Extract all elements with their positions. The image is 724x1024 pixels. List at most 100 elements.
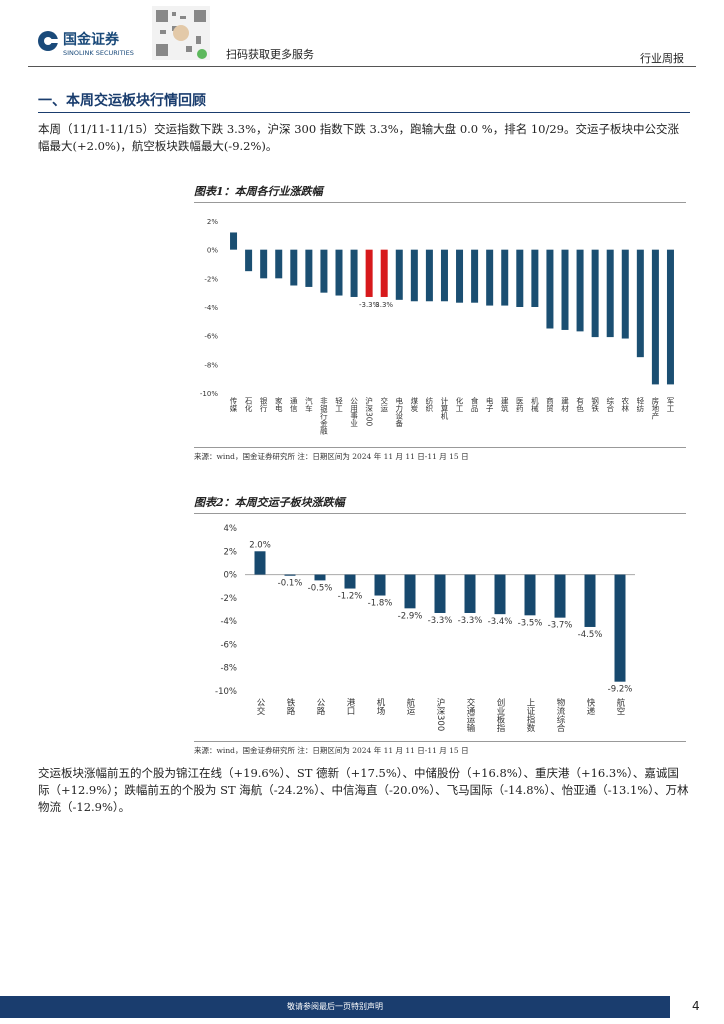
bar bbox=[666, 249, 674, 385]
report-type: 行业周报 bbox=[640, 52, 684, 65]
x-tick-label: 非银行金融 bbox=[319, 396, 328, 436]
section-title: 一、本周交运板块行情回顾 bbox=[38, 93, 206, 109]
y-tick-label: -4% bbox=[220, 617, 237, 627]
bar bbox=[290, 249, 298, 286]
bar bbox=[275, 249, 283, 279]
x-tick-label: 家电 bbox=[274, 396, 283, 413]
value-label: -2.9% bbox=[398, 611, 423, 621]
x-tick-label: 公交 bbox=[255, 698, 265, 716]
y-tick-label: -6% bbox=[220, 640, 237, 650]
value-label: -3.5% bbox=[518, 618, 543, 628]
bar bbox=[440, 249, 448, 302]
source: 来源：wind，国金证券研究所 注：日期区间为 2024 年 11 月 11 日… bbox=[194, 746, 469, 755]
bar bbox=[284, 574, 296, 576]
bar bbox=[546, 249, 554, 329]
x-tick-label: 房地产 bbox=[651, 396, 660, 421]
chart-title: 图表1：本周各行业涨跌幅 bbox=[194, 185, 323, 198]
bar bbox=[335, 249, 343, 296]
bar bbox=[350, 249, 358, 297]
value-label: -3.3% bbox=[458, 616, 483, 626]
x-tick-label: 电子 bbox=[485, 396, 494, 413]
x-tick-label: 传媒 bbox=[229, 396, 238, 414]
x-tick-label: 沪深300 bbox=[364, 396, 373, 427]
bar bbox=[254, 551, 266, 575]
value-label: -9.2% bbox=[608, 685, 633, 695]
x-tick-label: 钢铁 bbox=[590, 396, 599, 414]
bar bbox=[425, 249, 433, 302]
bar bbox=[456, 249, 464, 303]
bar bbox=[434, 574, 446, 613]
x-tick-label: 医药 bbox=[515, 397, 524, 414]
y-tick-label: 0% bbox=[224, 571, 238, 581]
x-tick-label: 铁路 bbox=[285, 697, 295, 716]
bar bbox=[245, 249, 253, 272]
bar bbox=[344, 574, 356, 589]
x-tick-label: 农林 bbox=[621, 396, 630, 414]
y-tick-label: 2% bbox=[207, 218, 218, 226]
paragraph: 交运板块涨幅前五的个股为锦江在线（+19.6%）、ST 德新（+17.5%）、中… bbox=[38, 766, 689, 814]
caption-rule bbox=[194, 513, 686, 514]
bar bbox=[320, 249, 328, 293]
bar bbox=[404, 574, 416, 609]
value-label: -0.5% bbox=[308, 583, 333, 593]
bar bbox=[494, 574, 506, 615]
x-tick-label: 交运 bbox=[379, 396, 388, 414]
page-number: 4 bbox=[692, 999, 700, 1013]
x-tick-label: 综合 bbox=[605, 396, 614, 414]
bar bbox=[314, 574, 326, 581]
x-tick-label: 公用事业 bbox=[349, 397, 358, 427]
value-label: -1.8% bbox=[368, 599, 393, 609]
x-tick-label: 建材 bbox=[560, 396, 569, 413]
value-label: -0.1% bbox=[278, 579, 303, 589]
bar bbox=[486, 249, 494, 306]
bar bbox=[230, 232, 238, 250]
value-label: -4.5% bbox=[578, 630, 603, 640]
header-rule bbox=[28, 66, 696, 67]
x-tick-label: 计算机 bbox=[440, 396, 449, 421]
value-label: 2.0% bbox=[249, 540, 271, 550]
bar bbox=[591, 249, 599, 338]
x-tick-label: 快递 bbox=[585, 697, 595, 716]
footer-bar bbox=[0, 996, 670, 1018]
x-tick-label: 化工 bbox=[455, 396, 464, 413]
logo-en: SINOLINK SECURITIES bbox=[63, 49, 134, 57]
bar bbox=[305, 249, 313, 287]
x-tick-label: 轻工 bbox=[334, 396, 343, 413]
y-tick-label: -2% bbox=[204, 275, 218, 283]
x-tick-label: 商贸 bbox=[545, 396, 554, 414]
x-tick-label: 纺织 bbox=[425, 396, 434, 414]
value-label: -3.3% bbox=[428, 616, 453, 626]
source-rule bbox=[194, 447, 686, 448]
y-tick-label: -6% bbox=[204, 333, 218, 341]
x-tick-label: 电力设备 bbox=[395, 396, 404, 429]
qr-code bbox=[152, 6, 210, 60]
bar bbox=[584, 574, 596, 627]
x-tick-label: 汽车 bbox=[304, 396, 313, 414]
value-label: -3.4% bbox=[488, 617, 513, 627]
x-tick-label: 交通运输 bbox=[465, 697, 475, 733]
bar bbox=[621, 249, 629, 339]
x-tick-label: 有色 bbox=[575, 396, 584, 413]
bar bbox=[380, 249, 388, 297]
x-tick-label: 通信 bbox=[289, 396, 298, 414]
chart: 4% 2% 0% -2% -4% -6% -8% -10% 公交 2.0% 铁路 -0.1% 公路 -0.… bbox=[215, 524, 635, 733]
bar bbox=[606, 249, 614, 338]
source-rule bbox=[194, 741, 686, 742]
bar bbox=[501, 249, 509, 306]
bar bbox=[395, 249, 403, 300]
value-label: 3.3% bbox=[375, 301, 393, 309]
paragraph: 本周（11/11-11/15）交运指数下跌 3.3%，沪深 300 指数下跌 3… bbox=[38, 122, 679, 153]
bar bbox=[464, 574, 476, 613]
x-tick-label: 建筑 bbox=[500, 396, 509, 414]
bar bbox=[516, 249, 524, 307]
y-tick-label: -2% bbox=[220, 594, 237, 604]
x-tick-label: 机场 bbox=[375, 697, 385, 716]
caption-rule bbox=[194, 202, 686, 203]
x-tick-label: 港口 bbox=[345, 697, 355, 715]
x-tick-label: 煤炭 bbox=[410, 396, 419, 414]
x-tick-label: 轻纺 bbox=[636, 396, 645, 414]
bar bbox=[524, 574, 536, 616]
y-tick-label: 0% bbox=[207, 247, 218, 255]
x-tick-label: 物流综合 bbox=[555, 697, 565, 733]
